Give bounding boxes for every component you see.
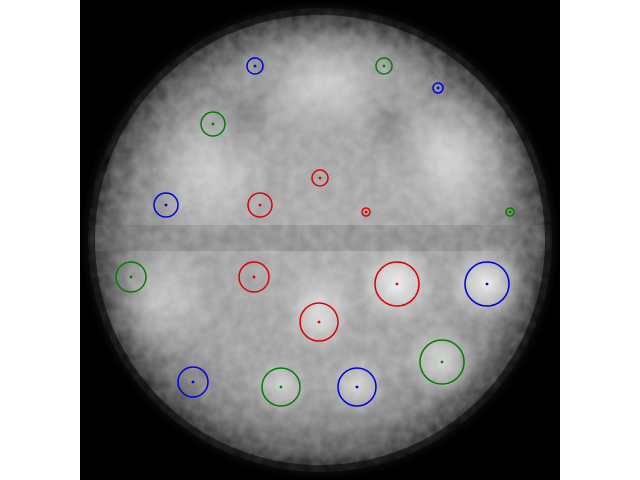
spot-marker-red	[361, 207, 371, 217]
spot-center-dot	[129, 275, 133, 279]
spot-ring	[115, 261, 147, 293]
spot-center-dot	[382, 64, 386, 68]
spot-center-dot	[164, 203, 168, 207]
spot-center-dot	[485, 282, 489, 286]
spot-marker-green	[200, 111, 226, 137]
spot-center-dot	[252, 275, 256, 279]
spot-marker-red	[374, 261, 420, 307]
spot-ring	[247, 192, 273, 218]
spot-marker-green	[505, 207, 515, 217]
spot-ring	[246, 57, 264, 75]
sample-image	[80, 0, 560, 480]
spot-center-dot	[355, 385, 359, 389]
spot-ring	[177, 366, 209, 398]
sample-image-frame	[80, 0, 560, 480]
spot-marker-green	[419, 339, 465, 385]
spot-center-dot	[364, 210, 368, 214]
spot-ring	[374, 261, 420, 307]
spot-center-dot	[508, 210, 512, 214]
spot-ring	[238, 261, 270, 293]
spot-marker-green	[261, 367, 301, 407]
spot-marker-red	[247, 192, 273, 218]
spot-marker-red	[299, 302, 339, 342]
spot-ring	[311, 169, 329, 187]
spot-marker-blue	[246, 57, 264, 75]
spot-marker-blue	[153, 192, 179, 218]
spot-center-dot	[318, 176, 322, 180]
spot-center-dot	[317, 320, 321, 324]
spot-ring	[299, 302, 339, 342]
spot-ring	[505, 207, 515, 217]
spot-marker-blue	[177, 366, 209, 398]
spot-center-dot	[279, 385, 283, 389]
spot-ring	[432, 82, 444, 94]
spot-marker-green	[375, 57, 393, 75]
spot-center-dot	[436, 86, 440, 90]
spot-ring	[200, 111, 226, 137]
spot-marker-green	[115, 261, 147, 293]
spot-center-dot	[258, 203, 262, 207]
spot-ring	[464, 261, 510, 307]
spot-center-dot	[211, 122, 215, 126]
sample-disc	[80, 0, 560, 480]
spot-ring	[419, 339, 465, 385]
spot-ring	[361, 207, 371, 217]
spot-marker-red	[238, 261, 270, 293]
spot-center-dot	[440, 360, 444, 364]
spot-markers	[115, 57, 515, 407]
spot-center-dot	[191, 380, 195, 384]
spot-marker-red	[311, 169, 329, 187]
disc-texture	[88, 8, 552, 472]
spot-ring	[337, 367, 377, 407]
spot-center-dot	[395, 282, 399, 286]
spot-marker-blue	[432, 82, 444, 94]
spot-ring	[261, 367, 301, 407]
spot-ring	[153, 192, 179, 218]
spot-center-dot	[253, 64, 257, 68]
spot-marker-blue	[337, 367, 377, 407]
spot-ring	[375, 57, 393, 75]
spot-marker-blue	[464, 261, 510, 307]
